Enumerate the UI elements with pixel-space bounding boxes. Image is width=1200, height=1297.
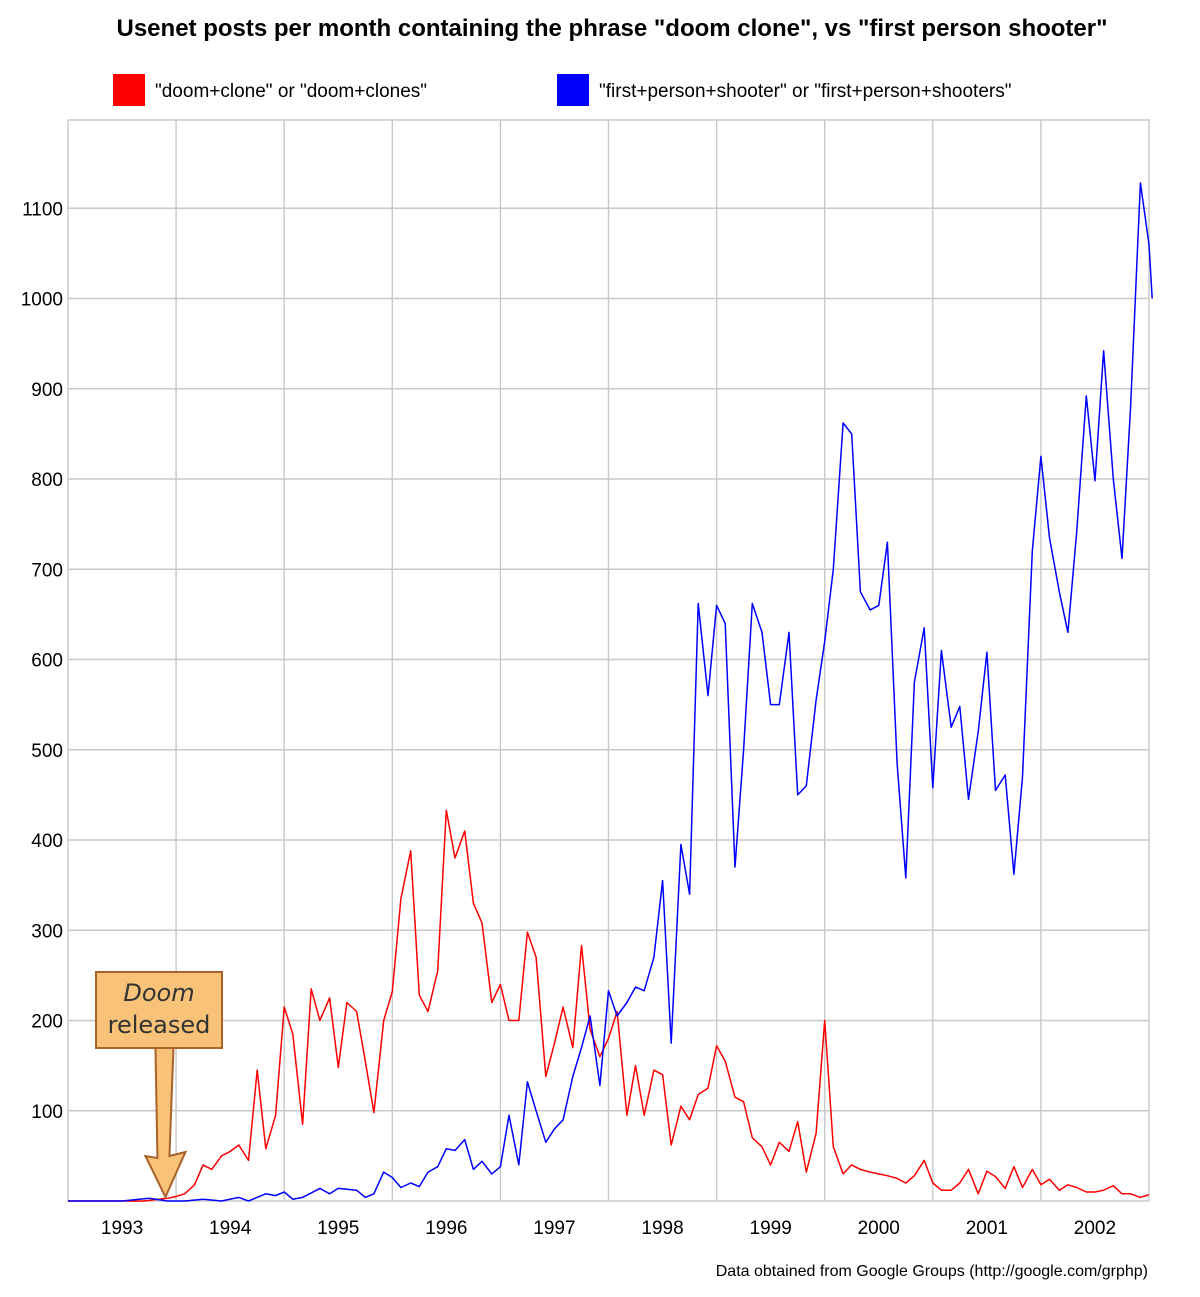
x-tick-label: 1993 xyxy=(101,1218,143,1239)
y-tick-label: 600 xyxy=(31,651,63,672)
source-note: Data obtained from Google Groups (http:/… xyxy=(716,1263,1148,1280)
legend-swatch-1 xyxy=(113,74,145,106)
y-tick-label: 1000 xyxy=(21,290,63,311)
y-tick-label: 200 xyxy=(31,1012,63,1033)
series-layer xyxy=(68,182,1153,1202)
series-line-1 xyxy=(68,809,1150,1202)
x-tick-label: 1995 xyxy=(317,1218,359,1239)
y-axis-ticks: 100 200 300 400 500 600 700 800 900 1000 1100 xyxy=(21,199,63,1123)
x-tick-label: 1999 xyxy=(750,1218,792,1239)
callout-arrow-icon xyxy=(143,1047,188,1200)
chart-title: Usenet posts per month containing the ph… xyxy=(117,15,1108,42)
callout-line-2: released xyxy=(108,1011,211,1039)
x-tick-label: 1994 xyxy=(209,1218,252,1239)
plot-frame xyxy=(67,119,1150,1202)
x-tick-label: 2000 xyxy=(858,1218,900,1239)
legend-swatch-2 xyxy=(557,74,589,106)
y-tick-label: 900 xyxy=(31,380,63,401)
x-tick-label: 1996 xyxy=(425,1218,467,1239)
x-tick-label: 1998 xyxy=(641,1218,683,1239)
x-tick-label: 1997 xyxy=(533,1218,575,1239)
x-tick-label: 2001 xyxy=(966,1218,1008,1239)
gridlines xyxy=(68,120,1149,1201)
series-line-2 xyxy=(68,182,1153,1202)
y-tick-label: 300 xyxy=(31,921,63,942)
y-tick-label: 500 xyxy=(31,741,63,762)
legend: "doom+clone" or "doom+clones" "first+pers… xyxy=(113,74,1011,106)
y-tick-label: 700 xyxy=(31,560,63,581)
callout-line-1: Doom xyxy=(123,979,194,1007)
legend-label-1: "doom+clone" or "doom+clones" xyxy=(155,81,427,102)
legend-label-2: "first+person+shooter" or "first+person+… xyxy=(599,81,1011,102)
x-axis-ticks: 1993 1994 1995 1996 1997 1998 1999 2000 2001 2002 xyxy=(101,1218,1116,1239)
y-tick-label: 400 xyxy=(31,831,63,852)
y-tick-label: 1100 xyxy=(22,199,63,220)
y-tick-label: 800 xyxy=(31,470,63,491)
callout-box xyxy=(95,971,223,1049)
x-tick-label: 2002 xyxy=(1074,1218,1116,1239)
y-tick-label: 100 xyxy=(31,1102,63,1123)
doom-released-callout: Doom released xyxy=(95,971,223,1200)
